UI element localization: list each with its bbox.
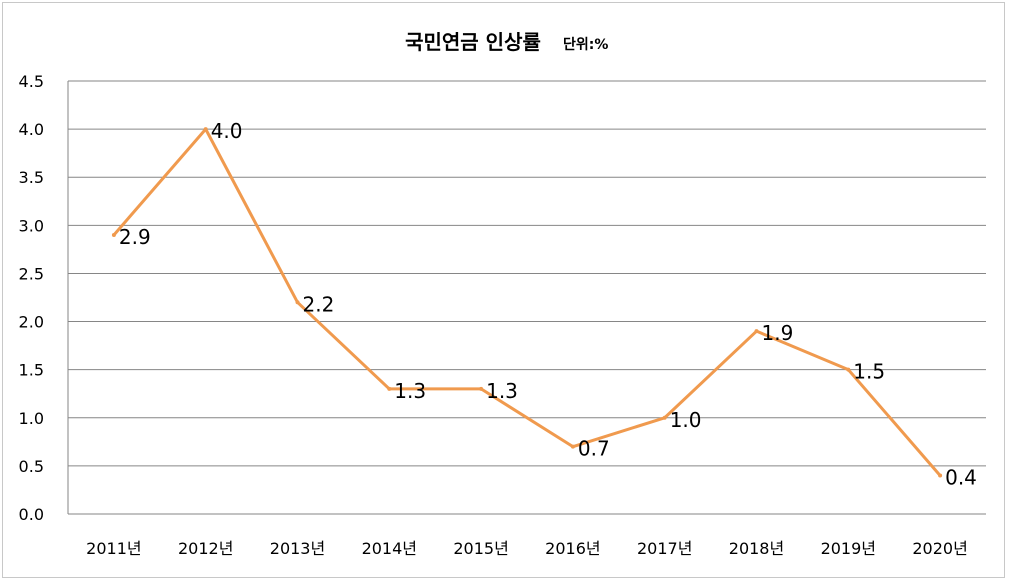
y-tick-label: 4.0 (19, 120, 44, 139)
x-axis-ticks: 2011년 2012년 2013년 2014년 2015년 2016년 2017년 2018년… (86, 539, 968, 558)
data-label: 1.0 (670, 408, 702, 432)
data-label: 1.3 (394, 379, 426, 403)
x-tick-label: 2020년 (912, 539, 967, 558)
data-point[interactable] (387, 386, 392, 391)
x-tick-label: 2016년 (545, 539, 600, 558)
x-tick-label: 2013년 (270, 539, 325, 558)
data-point[interactable] (479, 386, 484, 391)
data-point[interactable] (203, 127, 208, 132)
data-label: 2.2 (303, 292, 335, 316)
x-tick-label: 2012년 (178, 539, 233, 558)
x-tick-label: 2019년 (821, 539, 876, 558)
data-point[interactable] (938, 473, 943, 478)
x-tick-label: 2011년 (86, 539, 141, 558)
y-tick-label: 3.0 (19, 216, 44, 235)
data-labels: 2.9 4.0 2.2 1.3 1.3 0.7 1.0 1.9 1.5 0.4 (119, 119, 977, 489)
data-label: 1.5 (853, 360, 885, 384)
y-axis-ticks: 0.0 0.5 1.0 1.5 2.0 2.5 3.0 3.5 4.0 4.5 (19, 72, 44, 524)
y-tick-label: 4.5 (19, 72, 44, 91)
series-line[interactable] (112, 127, 942, 478)
data-label: 0.7 (578, 437, 610, 461)
data-label: 4.0 (211, 119, 243, 143)
y-tick-label: 3.5 (19, 168, 44, 187)
data-label: 0.4 (945, 466, 977, 490)
data-point[interactable] (295, 300, 300, 305)
data-point[interactable] (570, 444, 575, 449)
chart-title: 국민연금 인상률 (405, 30, 541, 54)
data-label: 2.9 (119, 225, 151, 249)
gridlines (67, 80, 986, 515)
y-tick-label: 2.5 (19, 264, 44, 283)
y-tick-label: 0.5 (19, 457, 44, 476)
data-point[interactable] (111, 232, 116, 237)
data-label: 1.3 (486, 379, 518, 403)
data-point[interactable] (662, 415, 667, 420)
data-point[interactable] (846, 367, 851, 372)
x-tick-label: 2017년 (637, 539, 692, 558)
y-tick-label: 0.0 (19, 505, 44, 524)
x-tick-label: 2018년 (729, 539, 784, 558)
series-layer[interactable] (111, 127, 943, 478)
y-tick-label: 1.5 (19, 361, 44, 380)
y-tick-label: 1.0 (19, 409, 44, 428)
x-tick-label: 2014년 (362, 539, 417, 558)
data-label: 1.9 (762, 321, 794, 345)
chart-subtitle: 단위:% (563, 36, 608, 53)
y-tick-label: 2.0 (19, 313, 44, 332)
x-tick-label: 2015년 (453, 539, 508, 558)
data-point[interactable] (754, 329, 759, 334)
